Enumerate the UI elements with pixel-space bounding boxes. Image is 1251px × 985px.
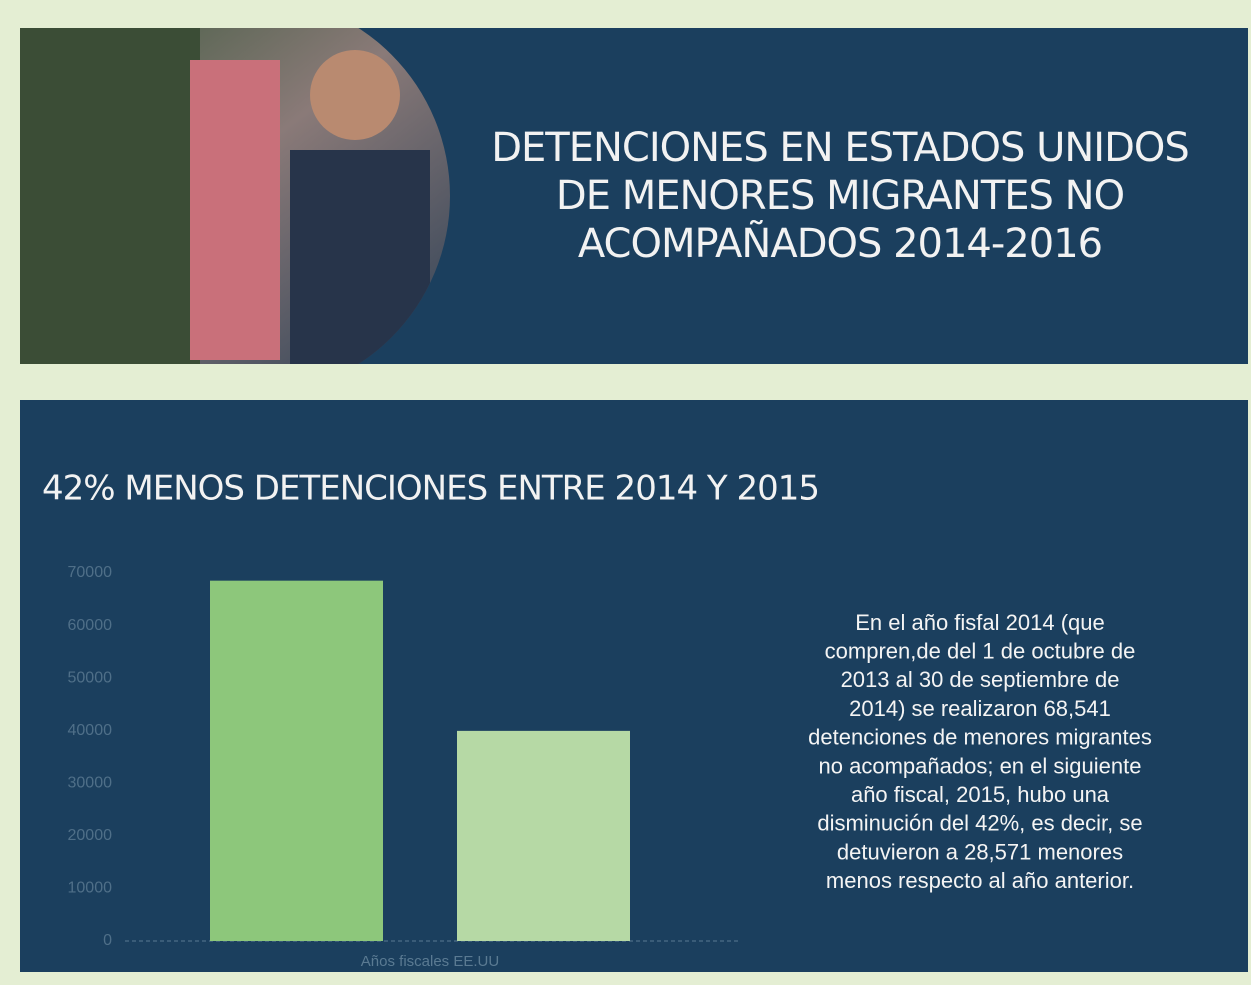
note-line: no acompañados; en el siguiente [819, 753, 1142, 778]
bar [210, 580, 383, 941]
y-tick-label: 10000 [68, 880, 113, 897]
note-line: detenciones de menores migrantes [808, 725, 1152, 750]
y-tick-label: 20000 [68, 827, 113, 844]
y-tick-label: 70000 [68, 564, 113, 581]
bar [457, 730, 630, 941]
note-line: disminución del 42%, es decir, se [817, 811, 1142, 836]
note-line: 2014) se realizaron 68,541 [849, 696, 1111, 721]
photo [20, 28, 450, 364]
note-line: En el año fisfal 2014 (que [855, 610, 1105, 635]
note-line: compren,de del 1 de octubre de [825, 639, 1136, 664]
note-line: detuvieron a 28,571 menores [837, 839, 1123, 864]
y-tick-label: 50000 [68, 669, 113, 686]
note-line: 2013 al 30 de septiembre de [841, 667, 1120, 692]
banner-title: DE MENORES MIGRANTES NO [556, 173, 1124, 219]
y-tick-label: 60000 [68, 617, 113, 634]
note-line: menos respecto al año anterior. [826, 868, 1134, 893]
banner-title: ACOMPAÑADOS 2014-2016 [578, 219, 1102, 267]
banner-title: DETENCIONES EN ESTADOS UNIDOS [491, 125, 1189, 171]
y-tick-label: 30000 [68, 775, 113, 792]
x-axis-label: Años fiscales EE.UU [361, 953, 499, 970]
y-tick-label: 0 [103, 932, 112, 949]
chart-title: 42% MENOS DETENCIONES ENTRE 2014 Y 2015 [42, 469, 819, 509]
note-line: año fiscal, 2015, hubo una [851, 782, 1110, 807]
y-tick-label: 40000 [68, 722, 113, 739]
